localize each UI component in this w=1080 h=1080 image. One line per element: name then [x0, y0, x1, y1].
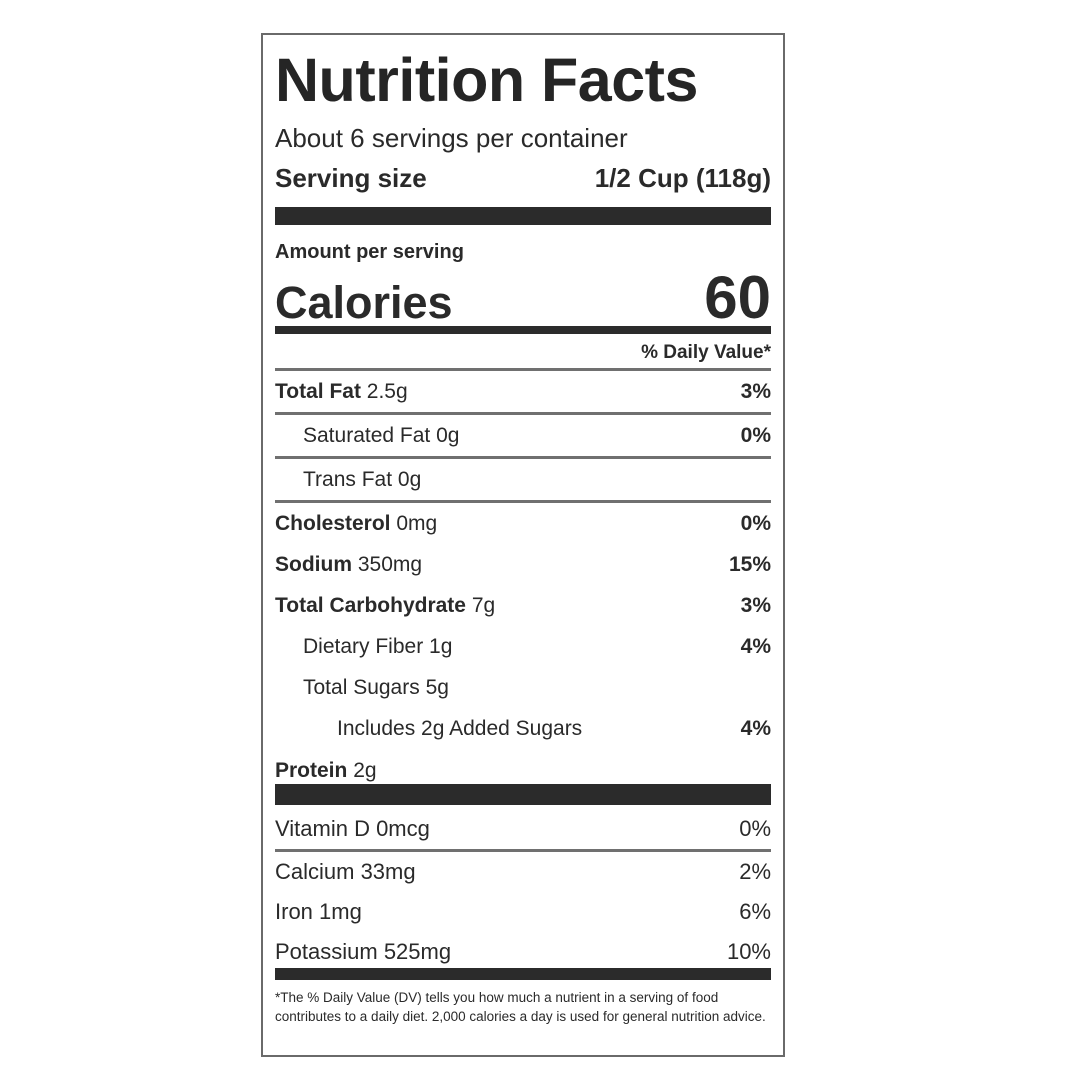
- calories-value: 60: [704, 264, 771, 331]
- vitamin-dv: 6%: [739, 899, 771, 924]
- nutrient-dv: 15%: [728, 552, 771, 576]
- divider-thin: [275, 456, 771, 459]
- nutrient-list: Total Fat 2.5g 3% Saturated Fat 0g 0% Tr…: [275, 371, 771, 793]
- divider-thin: [275, 500, 771, 503]
- nutrient-name: Total Sugars: [303, 675, 420, 699]
- nutrient-row-added-sugars: Includes 2g Added Sugars 4%: [275, 708, 771, 749]
- nutrient-row-total-sugars: Total Sugars 5g: [275, 667, 771, 708]
- servings-per-container: About 6 servings per container: [275, 123, 628, 153]
- divider-thin: [275, 849, 771, 852]
- nutrient-amount: 2.5g: [366, 379, 408, 403]
- divider-thick: [275, 784, 771, 805]
- daily-value-header: % Daily Value*: [641, 342, 771, 363]
- vitamin-dv: 2%: [739, 859, 771, 884]
- vitamin-row-calcium: Calcium 33mg 2%: [275, 852, 771, 892]
- nutrient-amount: 0g: [397, 467, 422, 491]
- nutrient-dv: 3%: [740, 593, 771, 617]
- vitamin-text: Iron 1mg: [275, 899, 362, 924]
- nutrient-amount: 0mg: [396, 511, 438, 535]
- serving-size: Serving size 1/2 Cup (118g): [275, 163, 771, 194]
- nutrient-row-cholesterol: Cholesterol 0mg 0%: [275, 503, 771, 544]
- amount-per-serving: Amount per serving: [275, 241, 464, 263]
- nutrient-amount: 5g: [425, 675, 449, 699]
- nutrient-amount: 0g: [436, 423, 460, 447]
- vitamin-dv: 0%: [739, 816, 771, 841]
- nutrient-dv: 0%: [740, 423, 771, 447]
- divider-thick: [275, 207, 771, 225]
- nutrient-row-sodium: Sodium 350mg 15%: [275, 544, 771, 585]
- serving-size-value: 1/2 Cup (118g): [594, 163, 771, 193]
- nutrient-row-dietary-fiber: Dietary Fiber 1g 4%: [275, 626, 771, 667]
- nutrition-facts-label: Nutrition Facts About 6 servings per con…: [261, 33, 785, 1057]
- nutrient-name: Dietary Fiber: [303, 634, 424, 658]
- nutrient-amount: 7g: [471, 593, 496, 617]
- vitamin-list: Vitamin D 0mcg 0% Calcium 33mg 2% Iron 1…: [275, 809, 771, 972]
- vitamin-text: Vitamin D 0mcg: [275, 816, 430, 841]
- nutrient-dv: 4%: [740, 716, 771, 740]
- vitamin-row-iron: Iron 1mg 6%: [275, 892, 771, 932]
- divider-medium: [275, 326, 771, 334]
- nutrient-amount: 2g: [353, 759, 377, 782]
- divider-medium: [275, 968, 771, 980]
- divider-thin: [275, 412, 771, 415]
- vitamin-text: Calcium 33mg: [275, 859, 416, 884]
- nutrient-name: Total Fat: [275, 379, 361, 403]
- nutrient-amount: 350mg: [357, 552, 423, 576]
- nutrient-row-total-carbohydrate: Total Carbohydrate 7g 3%: [275, 585, 771, 626]
- footnote: *The % Daily Value (DV) tells you how mu…: [275, 990, 766, 1024]
- nutrient-name: Saturated Fat: [303, 423, 431, 447]
- nutrient-name: Cholesterol: [275, 511, 391, 535]
- nutrient-dv: 4%: [740, 634, 771, 658]
- nutrient-name: Protein: [275, 759, 348, 782]
- vitamin-dv: 10%: [726, 939, 771, 964]
- nutrient-name: Trans Fat: [303, 467, 393, 491]
- nutrient-row-saturated-fat: Saturated Fat 0g 0%: [275, 415, 771, 456]
- nutrient-row-total-fat: Total Fat 2.5g 3%: [275, 371, 771, 412]
- vitamin-text: Potassium 525mg: [275, 939, 452, 964]
- vitamin-row-potassium: Potassium 525mg 10%: [275, 932, 771, 972]
- nutrient-amount: 1g: [429, 634, 453, 658]
- nutrient-name: Includes 2g Added Sugars: [337, 716, 583, 740]
- nutrient-dv: 3%: [740, 379, 771, 403]
- vitamin-row-vitamin-d: Vitamin D 0mcg 0%: [275, 809, 771, 849]
- nutrient-row-trans-fat: Trans Fat 0g: [275, 459, 771, 500]
- label-title: Nutrition Facts: [275, 46, 698, 114]
- divider-thin: [275, 368, 771, 371]
- calories-label: Calories: [275, 277, 453, 328]
- nutrient-name: Sodium: [275, 552, 352, 576]
- calories-row: Calories 60: [275, 263, 771, 332]
- serving-size-label: Serving size: [275, 163, 427, 193]
- nutrient-dv: 0%: [740, 511, 771, 535]
- nutrient-name: Total Carbohydrate: [275, 593, 466, 617]
- nutrient-row-protein: Protein 2g: [275, 749, 771, 793]
